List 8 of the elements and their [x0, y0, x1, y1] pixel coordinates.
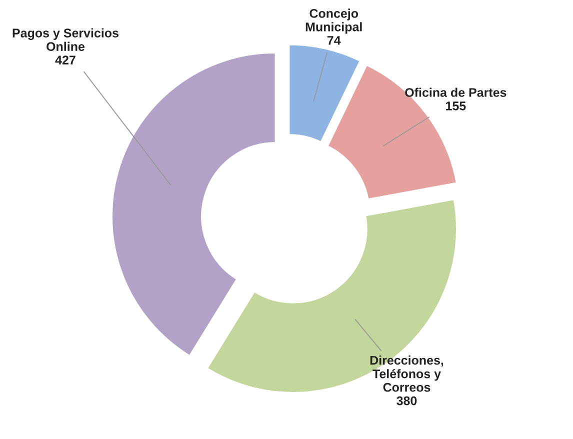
slice-label: Direcciones, Teléfonos y Correos [370, 356, 444, 392]
data-label: 427 [55, 56, 76, 64]
data-label: 380 [396, 396, 417, 406]
slice-label: Concejo Municipal [306, 8, 362, 34]
slice-label: Pagos y Servicios Online [12, 28, 118, 51]
data-label: 74 [327, 36, 341, 45]
data-label: 155 [446, 102, 466, 110]
slice-label: Oficina de Partes [405, 88, 506, 97]
